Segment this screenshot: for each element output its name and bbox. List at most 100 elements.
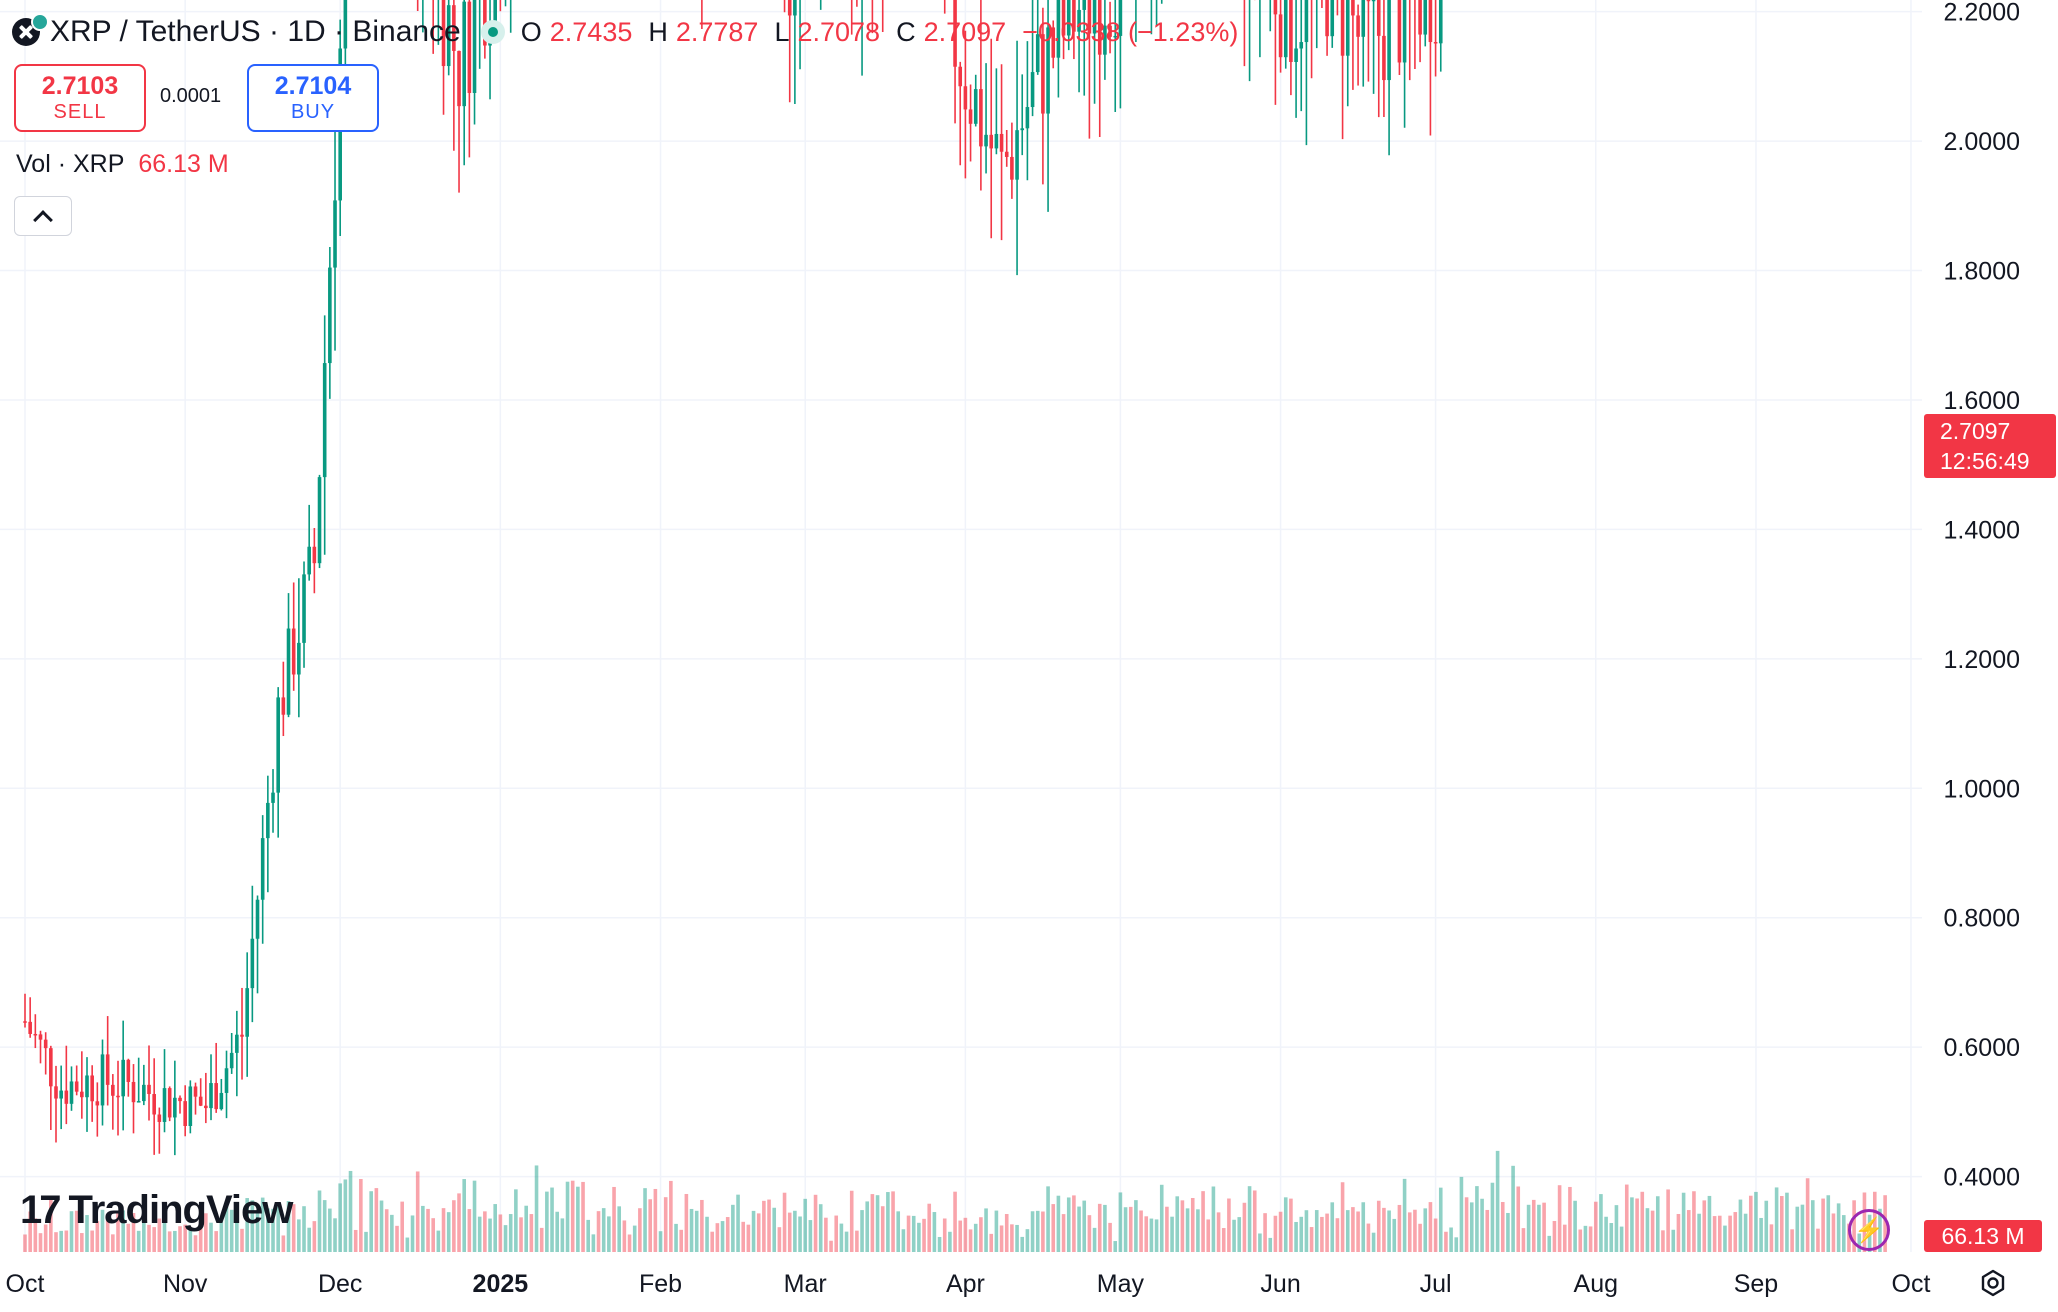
volume-bar	[1283, 1197, 1288, 1252]
volume-bar	[1237, 1217, 1242, 1252]
volume-bar	[632, 1225, 637, 1252]
candle-body	[1289, 0, 1293, 62]
candle-body	[121, 1059, 125, 1097]
candle-body	[297, 642, 301, 675]
x-tick-label: Nov	[163, 1270, 208, 1298]
volume-bar	[1500, 1202, 1505, 1252]
volume-bar	[1175, 1196, 1180, 1252]
volume-bar	[813, 1194, 818, 1252]
bar-countdown: 12:56:49	[1940, 448, 2030, 474]
sell-button[interactable]: 2.7103 SELL	[14, 64, 146, 132]
candle-body	[1433, 42, 1438, 44]
buy-price: 2.7104	[274, 72, 352, 100]
symbol-title[interactable]: XRP / TetherUS · 1D · Binance	[50, 15, 461, 48]
volume-bar	[700, 1199, 704, 1252]
volume-bar	[1480, 1198, 1484, 1252]
volume-bar	[384, 1209, 389, 1252]
volume-bar	[317, 1190, 322, 1252]
collapse-legend-button[interactable]	[14, 196, 72, 236]
candle-body	[240, 1034, 244, 1037]
candle-body	[64, 1090, 69, 1104]
candle-body	[343, 0, 348, 49]
volume-bar	[1810, 1200, 1815, 1252]
volume-bar	[844, 1231, 849, 1252]
volume-bar	[271, 1208, 275, 1252]
time-axis: Oct Nov Dec 2025 Feb Mar Apr May Jun Jul Aug Sep Oct	[6, 1270, 1931, 1298]
volume-bar	[834, 1215, 839, 1252]
volume-bar	[710, 1231, 715, 1252]
candle-body	[90, 1075, 94, 1102]
volume-bar	[178, 1226, 182, 1252]
volume-bar	[1686, 1210, 1691, 1252]
candle-body	[1092, 0, 1097, 34]
volume-bar	[1056, 1195, 1061, 1252]
volume-bar	[1774, 1187, 1779, 1252]
volume-bar	[1759, 1217, 1763, 1252]
volume-bar	[1025, 1229, 1030, 1252]
candle-body	[235, 1034, 239, 1053]
volume-bar	[782, 1192, 787, 1252]
volume-bar	[85, 1215, 89, 1252]
volume-bar	[932, 1212, 937, 1252]
volume-bar	[369, 1191, 373, 1252]
lightning-icon[interactable]: ⚡	[1848, 1209, 1890, 1251]
candle-body	[452, 5, 456, 51]
y-tick-label: 0.8000	[1944, 905, 2020, 933]
volume-label[interactable]: Vol · XRP	[16, 150, 125, 178]
volume-bar	[131, 1213, 136, 1252]
candle-body	[1087, 0, 1092, 34]
volume-bar	[880, 1206, 885, 1252]
volume-bar	[162, 1205, 167, 1252]
candle-body	[49, 1048, 53, 1087]
volume-bar	[1325, 1213, 1329, 1252]
candle-body	[193, 1086, 198, 1097]
volume-bar	[1707, 1195, 1712, 1252]
volume-bar	[1438, 1187, 1443, 1252]
candle-body	[1020, 128, 1025, 131]
volume-bar	[1573, 1200, 1577, 1252]
volume-bar	[751, 1210, 756, 1252]
candle-body	[958, 66, 963, 87]
volume-bar	[524, 1205, 528, 1252]
volume-bar	[591, 1234, 596, 1252]
candle-body	[307, 546, 311, 575]
volume-bar	[989, 1233, 994, 1252]
volume-bar	[979, 1217, 983, 1252]
volume-bar	[1418, 1223, 1422, 1252]
volume-bar	[519, 1217, 523, 1252]
volume-axis-label: 66.13 M	[1924, 1220, 2042, 1252]
volume-bar	[1795, 1206, 1800, 1252]
tradingview-logo[interactable]: 17 TradingView	[20, 1188, 293, 1233]
volume-bar	[1252, 1190, 1257, 1252]
volume-bar	[188, 1228, 193, 1252]
candle-body	[1041, 34, 1045, 114]
volume-bar	[1542, 1202, 1546, 1252]
volume-bar	[1723, 1225, 1727, 1252]
volume-bar	[1526, 1204, 1531, 1252]
candle-body	[116, 1095, 120, 1098]
volume-bar	[1655, 1196, 1660, 1252]
volume-bar	[1273, 1215, 1278, 1252]
buy-button[interactable]: 2.7104 BUY	[247, 64, 379, 132]
candle-body	[95, 1101, 100, 1106]
candle-body	[214, 1083, 218, 1110]
volume-bar	[550, 1187, 554, 1252]
candle-body	[1025, 107, 1030, 129]
candle-body	[1273, 0, 1278, 15]
volume-bar	[276, 1204, 280, 1252]
volume-bar	[607, 1216, 611, 1252]
volume-bar	[1004, 1214, 1009, 1252]
volume-bar	[1387, 1210, 1391, 1252]
gear-icon[interactable]	[1978, 1268, 2008, 1298]
volume-bar	[622, 1220, 627, 1252]
candle-body	[968, 109, 973, 124]
candle-body	[1345, 0, 1350, 56]
volume-bar	[1221, 1228, 1226, 1252]
candle-body	[1423, 0, 1428, 35]
volume-bar	[142, 1206, 146, 1252]
candle-body	[1046, 27, 1050, 114]
candle-body	[1004, 151, 1009, 157]
tradingview-mark-icon: 17	[20, 1188, 61, 1232]
volume-bar	[1154, 1219, 1159, 1252]
